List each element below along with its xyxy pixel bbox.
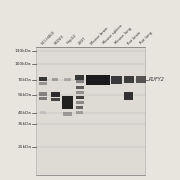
Bar xyxy=(64,78,71,81)
Bar xyxy=(124,76,134,83)
Text: NCI-H460: NCI-H460 xyxy=(41,30,57,45)
Bar xyxy=(39,97,47,100)
Bar xyxy=(40,111,46,114)
Text: SKOV3: SKOV3 xyxy=(53,34,65,45)
Bar xyxy=(86,75,98,84)
Text: 293T: 293T xyxy=(78,36,87,45)
Bar xyxy=(76,96,84,99)
Bar xyxy=(39,92,47,96)
Bar xyxy=(111,75,122,84)
Text: 100kDa: 100kDa xyxy=(15,62,31,66)
Text: 70kDa: 70kDa xyxy=(17,78,31,82)
Text: Rat brain: Rat brain xyxy=(127,30,142,45)
Text: 40kDa: 40kDa xyxy=(17,111,31,114)
Bar xyxy=(39,77,47,81)
Bar xyxy=(76,80,84,83)
Bar xyxy=(62,96,73,109)
Bar xyxy=(51,98,60,101)
Bar xyxy=(63,112,72,116)
Text: 55kDa: 55kDa xyxy=(17,93,31,97)
Bar xyxy=(52,78,58,81)
Bar xyxy=(76,101,84,104)
Text: 35kDa: 35kDa xyxy=(17,122,31,126)
Bar xyxy=(75,75,84,80)
Bar xyxy=(76,106,83,109)
Text: Mouse spleen: Mouse spleen xyxy=(102,24,123,45)
Text: 25kDa: 25kDa xyxy=(17,145,31,149)
Bar xyxy=(39,82,47,85)
Bar xyxy=(36,47,145,175)
Text: Mouse lung: Mouse lung xyxy=(114,27,133,45)
Bar xyxy=(51,92,60,97)
Text: 130kDa: 130kDa xyxy=(15,49,31,53)
Bar xyxy=(124,92,133,100)
Bar xyxy=(98,75,110,84)
Text: Mouse brain: Mouse brain xyxy=(90,26,109,45)
Bar xyxy=(136,76,146,83)
Bar xyxy=(76,91,84,94)
Bar xyxy=(76,86,84,89)
Bar xyxy=(76,111,83,114)
Text: RUFY2: RUFY2 xyxy=(148,77,164,82)
Text: HepG2: HepG2 xyxy=(66,33,77,45)
Text: Rat lung: Rat lung xyxy=(139,31,153,45)
